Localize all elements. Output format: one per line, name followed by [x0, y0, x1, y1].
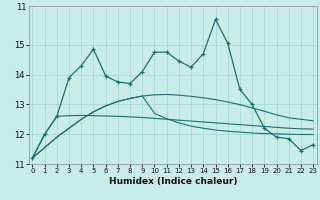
Text: 11: 11: [16, 3, 26, 12]
X-axis label: Humidex (Indice chaleur): Humidex (Indice chaleur): [108, 177, 237, 186]
